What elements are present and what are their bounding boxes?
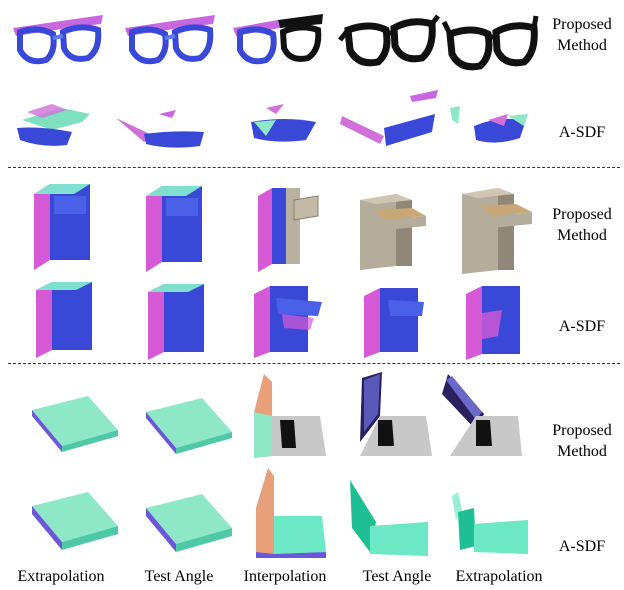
glasses-proposed-3	[233, 14, 323, 65]
row-label-glasses-proposed: Proposed Method	[552, 16, 612, 54]
glasses-asdf-1	[17, 104, 90, 146]
glasses-proposed-1	[13, 15, 103, 65]
laptop-asdf-3	[256, 468, 326, 558]
glasses-asdf-2	[116, 110, 204, 148]
laptop-asdf-4	[350, 480, 428, 556]
column-label-5: Extrapolation	[455, 568, 543, 585]
glasses-proposed-5	[441, 15, 539, 71]
laptop-proposed-5	[442, 374, 522, 456]
cabinet-asdf-1	[36, 282, 92, 358]
cabinet-proposed-4	[360, 194, 426, 270]
laptop-proposed-2	[146, 398, 232, 454]
glasses-asdf-3	[251, 104, 316, 142]
column-label-4: Test Angle	[362, 568, 432, 585]
glasses-proposed-4	[338, 14, 440, 67]
row-label-laptop-asdf: A-SDF	[558, 538, 606, 555]
cabinet-proposed-2	[146, 186, 202, 272]
glasses-asdf-4	[340, 90, 438, 146]
row-label-cabinet-proposed: Proposed Method	[552, 206, 612, 244]
glasses-proposed-2	[125, 15, 215, 65]
cabinet-asdf-5	[466, 286, 520, 360]
row-label-laptop-proposed: Proposed Method	[552, 422, 612, 460]
cabinet-proposed-5	[462, 188, 532, 274]
laptop-asdf-5	[452, 492, 528, 554]
cabinet-asdf-2	[148, 284, 204, 360]
cabinet-proposed-3	[258, 188, 319, 272]
column-label-1: Extrapolation	[17, 568, 105, 585]
row-label-glasses-asdf: A-SDF	[558, 124, 606, 141]
cabinet-proposed-1	[34, 184, 90, 270]
row-label-cabinet-asdf: A-SDF	[558, 318, 606, 335]
glasses-asdf-5	[450, 106, 528, 143]
cabinet-asdf-4	[364, 288, 424, 358]
column-label-2: Test Angle	[144, 568, 214, 585]
laptop-asdf-1	[32, 492, 118, 550]
column-label-3: Interpolation	[243, 568, 327, 585]
laptop-proposed-3	[254, 374, 326, 458]
laptop-asdf-2	[146, 494, 232, 552]
laptop-proposed-1	[32, 396, 118, 452]
separator-2	[8, 363, 620, 364]
laptop-proposed-4	[360, 372, 432, 456]
cabinet-asdf-3	[254, 286, 322, 358]
separator-1	[8, 167, 620, 168]
